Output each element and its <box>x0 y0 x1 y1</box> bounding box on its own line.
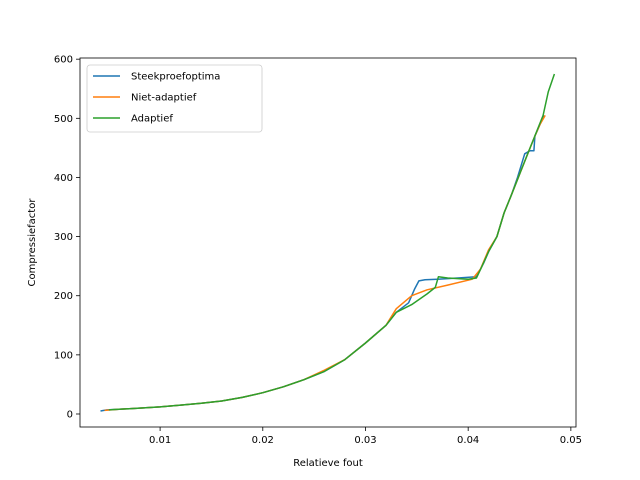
series-layer <box>100 73 556 412</box>
legend: Steekproefoptima Niet-adaptief Adaptief <box>86 64 263 133</box>
y-tick-label: 400 <box>54 173 73 184</box>
x-tick-label: 0.01 <box>149 435 171 446</box>
y-tick-label: 600 <box>54 55 73 66</box>
y-tick-label: 300 <box>54 232 73 243</box>
legend-label: Niet-adaptief <box>131 93 197 104</box>
legend-box <box>86 64 263 133</box>
x-tick-label: 0.04 <box>457 435 479 446</box>
legend-label: Steekproefoptima <box>131 72 220 83</box>
y-tick-label: 500 <box>54 114 73 125</box>
x-tick-label: 0.02 <box>252 435 274 446</box>
y-tick-label: 100 <box>54 350 73 361</box>
y-tick-label: 200 <box>54 291 73 302</box>
y-axis-label: Compressiefactor <box>27 198 38 287</box>
x-tick-label: 0.03 <box>354 435 376 446</box>
series-line-3 <box>108 73 556 411</box>
x-axis-label: Relatieve fout <box>293 458 363 469</box>
y-tick-label: 0 <box>67 409 73 420</box>
x-axis: 0.01 0.02 0.03 0.04 0.05 <box>149 427 582 446</box>
plot-frame <box>79 57 577 428</box>
x-tick-label: 0.05 <box>560 435 582 446</box>
y-axis: 0 100 200 300 400 500 600 <box>54 55 80 420</box>
legend-label: Adaptief <box>131 114 173 125</box>
